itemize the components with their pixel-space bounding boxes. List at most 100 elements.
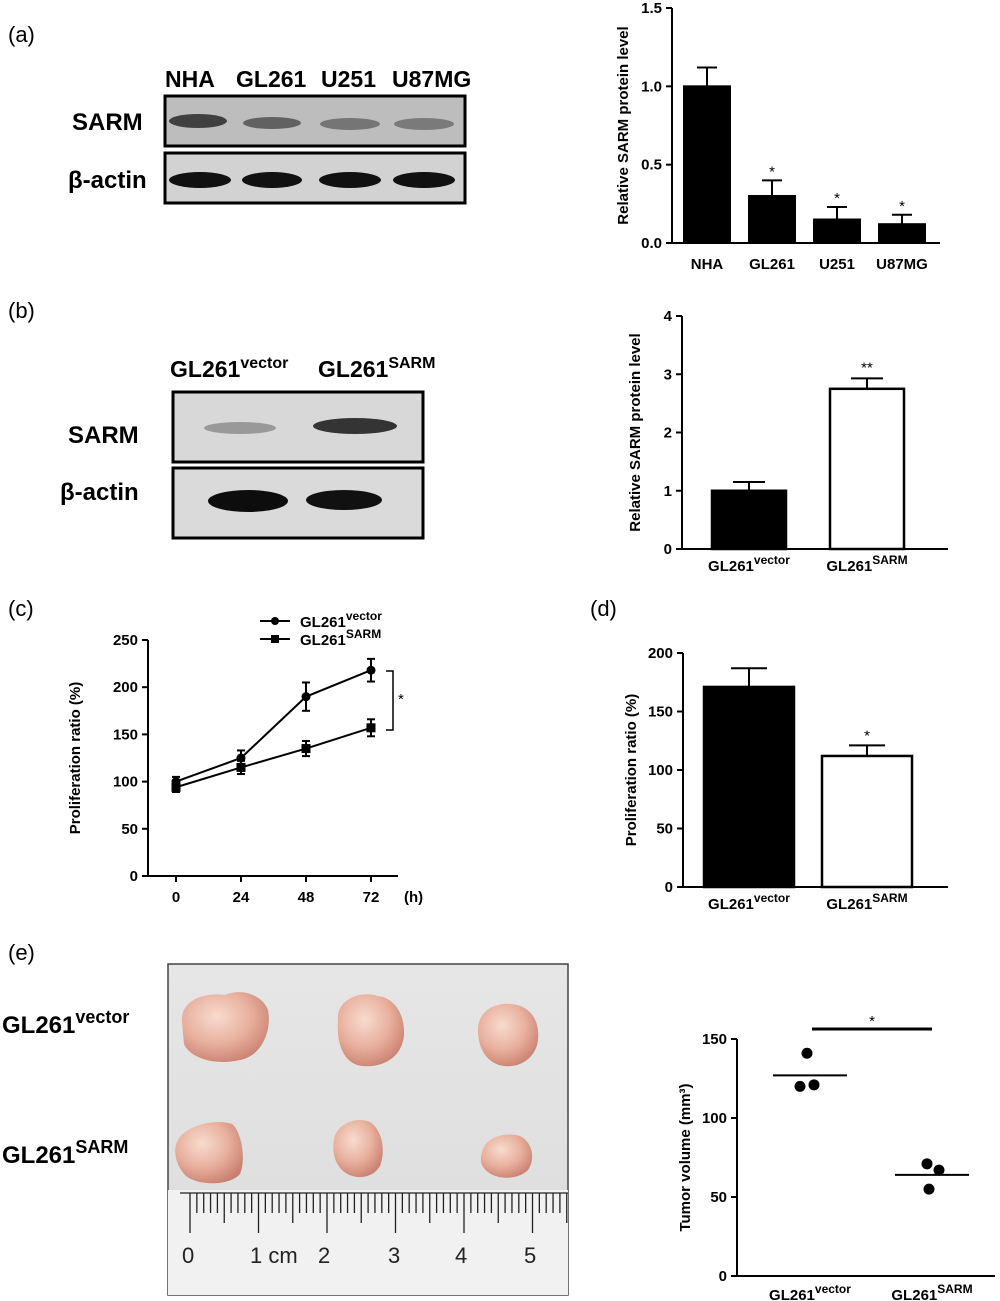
x-category-label: GL261 — [749, 256, 795, 273]
legend-marker — [271, 617, 279, 625]
y-tick-label: 100 — [113, 774, 138, 791]
tumor-specimen — [478, 1003, 539, 1067]
chart-d-proliferation-bar: 0 50 100 150 200 Proliferation ratio (%) GL261… — [623, 645, 948, 913]
legend-label: GL261vector — [300, 609, 382, 631]
blot-a-actin-band — [393, 172, 455, 188]
data-point — [794, 1080, 806, 1092]
chart-a-relative-sarm-bar: 0.0 0.5 1.0 1.5 Relative SARM protein level N… — [615, 0, 940, 273]
tumor-specimen — [337, 994, 405, 1067]
x-category-label: U87MG — [876, 256, 928, 273]
significance-marker: * — [834, 190, 840, 207]
data-point — [366, 665, 376, 675]
y-tick-label: 1 — [664, 483, 672, 500]
bar — [813, 218, 861, 244]
ruler-label: 1 cm — [250, 1243, 298, 1268]
x-category-label: U251 — [819, 256, 855, 273]
ruler-label: 4 — [455, 1243, 467, 1268]
ruler: 0 1 cm 2 3 4 5 — [168, 1190, 568, 1295]
tumor-specimen — [175, 1121, 243, 1184]
y-axis-title: Proliferation ratio (%) — [67, 682, 84, 835]
significance-marker: * — [899, 198, 905, 215]
tumor-specimen — [480, 1134, 533, 1178]
significance-marker: ** — [861, 359, 873, 376]
panel-label-c: (c) — [8, 596, 34, 621]
blot-a-lane-label: GL261 — [236, 66, 307, 92]
y-tick-label: 1.0 — [641, 78, 662, 95]
bar — [710, 489, 788, 551]
data-point — [801, 1047, 813, 1059]
series-line — [175, 669, 372, 783]
ruler-label: 2 — [318, 1243, 330, 1268]
y-tick-label: 50 — [710, 1189, 727, 1206]
x-category-label: GL261vector — [708, 553, 790, 575]
ruler-ticks — [180, 1192, 568, 1233]
y-axis-title: Proliferation ratio (%) — [623, 694, 640, 847]
x-category-label: NHA — [691, 256, 724, 273]
significance-bracket — [386, 670, 394, 731]
data-point — [301, 744, 311, 754]
y-tick-label: 0 — [130, 868, 138, 885]
x-unit-label: (h) — [404, 889, 423, 906]
data-point — [808, 1079, 820, 1091]
y-tick-label: 0 — [665, 879, 673, 896]
y-tick-label: 1.5 — [641, 0, 662, 17]
x-category-label: GL261SARM — [826, 553, 907, 575]
blot-a-lane-label: U251 — [321, 66, 376, 92]
western-blot-b: GL261vector GL261SARM SARM β-actin — [60, 355, 435, 540]
x-tick-label: 24 — [233, 889, 250, 906]
significance-marker: * — [398, 691, 404, 708]
blot-a-sarm-band — [243, 117, 301, 129]
tumor-photo: GL261vector GL261SARM 0 1 cm 2 3 4 5 — [2, 963, 569, 1296]
data-point — [933, 1164, 945, 1176]
legend-label: GL261SARM — [300, 627, 381, 649]
blot-a-sarm-band — [320, 118, 380, 130]
bar — [748, 195, 796, 244]
chart-c-proliferation-line: 0 50 100 150 200 250 Proliferation ratio (%) 0 2… — [67, 609, 423, 906]
data-point — [301, 692, 311, 702]
panel-label-e: (e) — [8, 940, 35, 965]
x-category-label: GL261vector — [769, 1282, 851, 1301]
ruler-label: 3 — [388, 1243, 400, 1268]
y-tick-label: 0.5 — [641, 157, 662, 174]
blot-a-lane-label: NHA — [165, 66, 215, 92]
x-category-label: GL261SARM — [891, 1282, 972, 1301]
data-point — [921, 1158, 933, 1170]
y-tick-label: 50 — [121, 821, 138, 838]
y-tick-label: 4 — [664, 308, 673, 325]
y-tick-label: 200 — [113, 679, 138, 696]
significance-marker: * — [869, 1013, 875, 1030]
data-point — [923, 1183, 935, 1195]
bar — [828, 387, 906, 551]
y-tick-label: 0.0 — [641, 235, 662, 252]
significance-marker: * — [769, 163, 775, 180]
data-point — [236, 762, 246, 772]
y-tick-label: 150 — [113, 726, 138, 743]
x-tick-label: 48 — [298, 889, 315, 906]
y-tick-label: 100 — [702, 1110, 727, 1127]
tumor-specimen — [333, 1120, 383, 1178]
tumor-specimen — [181, 992, 269, 1063]
blot-b-sarm-band — [204, 422, 276, 434]
blot-a-actin-band — [242, 172, 302, 188]
x-category-label: GL261vector — [708, 891, 790, 913]
blot-b-row-label: SARM — [68, 422, 139, 449]
blot-b-sarm-band — [313, 418, 397, 434]
panel-label-a: (a) — [8, 22, 35, 47]
blot-b-actin-band — [208, 490, 288, 512]
bar — [683, 85, 731, 245]
blot-b-row-label: β-actin — [60, 479, 139, 506]
y-tick-label: 150 — [648, 704, 673, 721]
blot-b-lane-label: GL261SARM — [318, 355, 435, 382]
y-tick-label: 0 — [719, 1268, 727, 1285]
western-blot-a: NHA GL261 U251 U87MG SARM β-actin — [68, 66, 471, 205]
photo-row-label: GL261vector — [2, 1007, 129, 1039]
blot-a-actin-band — [169, 172, 231, 188]
y-tick-label: 2 — [664, 425, 672, 442]
y-tick-label: 100 — [648, 762, 673, 779]
blot-a-sarm-band — [169, 114, 227, 128]
photo-row-label: GL261SARM — [2, 1137, 128, 1169]
y-tick-label: 150 — [702, 1031, 727, 1048]
blot-b-lane-label: GL261vector — [170, 355, 288, 382]
x-tick-label: 0 — [172, 889, 180, 906]
